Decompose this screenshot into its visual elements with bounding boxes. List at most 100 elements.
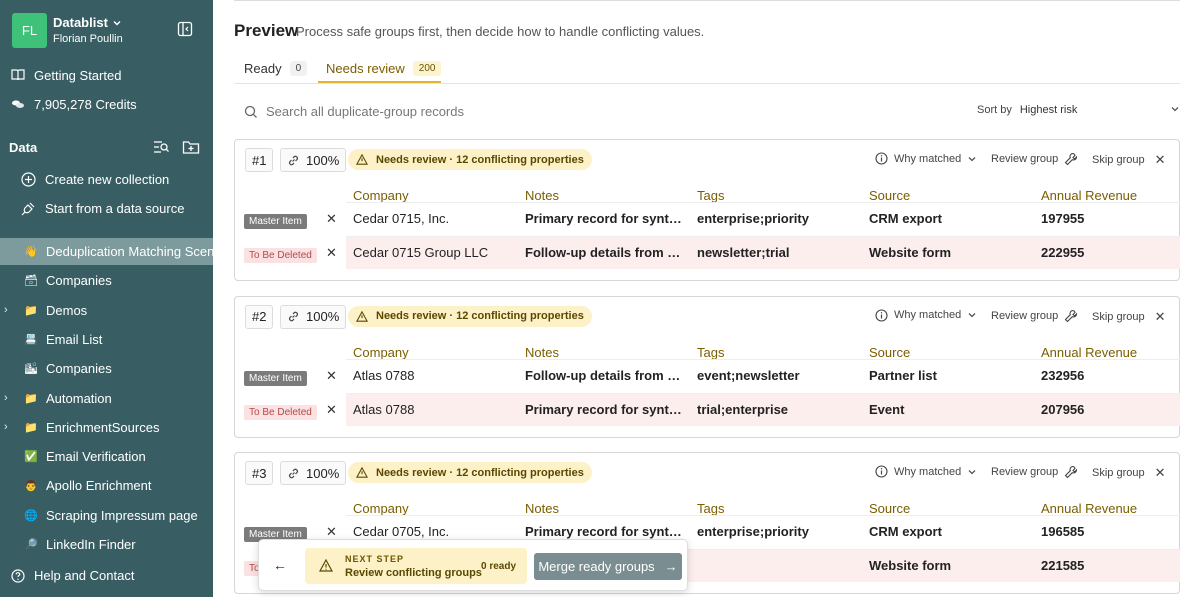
search-bar[interactable]: Search all duplicate-group records — [244, 104, 464, 119]
sidebar-item-label: Scraping Impressum page — [46, 507, 198, 523]
main-area: Preview Process safe groups first, then … — [234, 0, 1180, 597]
sidebar-item[interactable]: 👨 Apollo Enrichment — [0, 472, 213, 499]
sidebar-item[interactable]: ✅ Email Verification — [0, 443, 213, 470]
table-row[interactable]: Atlas 0788 Primary record for synthetic d… — [346, 392, 1180, 426]
help-contact-link[interactable]: Help and Contact — [11, 568, 134, 583]
expand-arrow-icon[interactable]: › — [4, 421, 8, 434]
master-item-badge: Master Item — [244, 527, 307, 542]
remove-item-icon[interactable]: ✕ — [326, 367, 337, 383]
page-subtitle: Process safe groups first, then decide h… — [296, 24, 705, 39]
sidebar-item[interactable]: 👋 Deduplication Matching Scenar — [0, 238, 213, 265]
sort-control[interactable]: Sort by Highest risk — [977, 104, 1180, 116]
sidebar-item[interactable]: 📇 Email List — [0, 326, 213, 353]
plus-circle-icon — [21, 171, 36, 187]
column-header: Tags — [697, 344, 725, 360]
needs-review-badge: Needs review · 12 conflicting properties — [348, 305, 592, 327]
why-matched-button[interactable]: Why matched — [875, 465, 977, 478]
table-row[interactable]: Cedar 0715, Inc. Primary record for synth… — [346, 202, 1180, 235]
table-cell: Cedar 0705, Inc. — [353, 524, 450, 539]
why-matched-button[interactable]: Why matched — [875, 308, 977, 322]
new-folder-icon[interactable] — [182, 138, 200, 156]
merge-ready-groups-button[interactable]: Merge ready groups → — [534, 553, 682, 580]
chevron-down-icon — [1171, 107, 1179, 112]
sidebar-item-label: Apollo Enrichment — [46, 478, 152, 494]
info-icon — [875, 308, 888, 322]
sidebar-item-label: Deduplication Matching Scenar — [46, 244, 213, 259]
tab-ready-count: 0 — [289, 61, 308, 76]
next-step-bar: ← NEXT STEP Review conflicting groups 0 … — [258, 539, 688, 591]
table-cell: CRM export — [869, 524, 942, 539]
arrow-right-icon: → — [664, 559, 678, 574]
credits-link[interactable]: 7,905,278 Credits — [11, 94, 137, 114]
remove-item-icon[interactable]: ✕ — [326, 211, 337, 226]
getting-started-label: Getting Started — [34, 67, 122, 83]
collection-icon: 👋 — [24, 246, 38, 258]
column-header: Source — [869, 188, 911, 203]
start-from-source-button[interactable]: Start from a data source — [21, 198, 184, 218]
skip-group-button[interactable]: Skip group ✕ — [1092, 152, 1166, 167]
sidebar-item[interactable]: › 📁 Demos — [0, 297, 213, 324]
page-title: Preview — [234, 21, 299, 40]
sidebar-item[interactable]: 🏙 Companies — [0, 355, 213, 382]
table-cell: Follow-up details from a secondary impor… — [525, 245, 685, 260]
group-id: #1 — [245, 148, 274, 172]
column-header: Tags — [697, 188, 725, 203]
sort-value: Highest risk — [1019, 104, 1078, 116]
review-group-button[interactable]: Review group — [991, 465, 1078, 479]
match-score: 100% — [280, 461, 347, 485]
review-group-button[interactable]: Review group — [991, 152, 1078, 166]
sidebar-item-label: Demos — [46, 302, 88, 318]
sidebar-item[interactable]: › 📁 EnrichmentSources — [0, 414, 213, 441]
sidebar-item[interactable]: › 📁 Automation — [0, 385, 213, 412]
chevron-down-icon — [968, 156, 976, 161]
collection-icon: 📁 — [24, 421, 38, 434]
link-icon — [289, 311, 298, 322]
search-icon — [244, 105, 257, 118]
review-group-button[interactable]: Review group — [991, 309, 1078, 323]
sidebar-item[interactable]: 🔎 LinkedIn Finder — [0, 531, 213, 558]
expand-arrow-icon[interactable]: › — [4, 392, 8, 404]
expand-arrow-icon[interactable]: › — [4, 304, 8, 317]
warning-icon — [356, 310, 368, 322]
sidebar-item[interactable]: 🌐 Scraping Impressum page — [0, 502, 213, 529]
back-arrow-icon[interactable]: ← — [273, 557, 287, 573]
table-cell: 197955 — [1041, 211, 1085, 226]
remove-item-icon[interactable]: ✕ — [326, 524, 337, 539]
chevron-down-icon — [968, 469, 976, 474]
column-header: Annual Revenue — [1041, 501, 1138, 516]
sidebar-item-label: Email List — [46, 331, 103, 347]
table-row[interactable]: Cedar 0715 Group LLC Follow-up details fr… — [346, 236, 1180, 269]
search-collections-icon[interactable] — [152, 138, 170, 156]
table-row[interactable]: Cedar 0705, Inc. Primary record for synth… — [346, 515, 1180, 548]
tab-ready-label: Ready — [244, 61, 282, 76]
tab-needs-review[interactable]: Needs review 200 — [326, 61, 442, 76]
table-cell: Primary record for synthetic dedup group — [525, 524, 685, 539]
table-row[interactable]: Atlas 0788 Follow-up details from a secon… — [346, 358, 1180, 392]
merge-label: Merge ready groups — [538, 559, 655, 574]
create-collection-button[interactable]: Create new collection — [21, 169, 169, 189]
table-cell: 232956 — [1041, 367, 1085, 383]
why-matched-button[interactable]: Why matched — [875, 152, 977, 165]
tab-ready[interactable]: Ready 0 — [244, 61, 308, 76]
column-header: Notes — [525, 344, 559, 360]
collection-icon: 📁 — [24, 304, 38, 317]
close-icon: ✕ — [1154, 465, 1166, 480]
skip-group-button[interactable]: Skip group ✕ — [1092, 465, 1166, 480]
sort-label: Sort by — [977, 104, 1012, 116]
table-cell: Cedar 0715 Group LLC — [353, 245, 489, 260]
sidebar-item-label: LinkedIn Finder — [46, 537, 136, 552]
getting-started-link[interactable]: Getting Started — [11, 65, 121, 85]
table-cell: CRM export — [869, 211, 942, 226]
table-cell: enterprise;priority — [697, 524, 809, 539]
collapse-sidebar-icon[interactable] — [177, 21, 193, 37]
duplicate-group-card: #1 100% Needs review · 12 conflicting pr… — [234, 139, 1180, 281]
workspace-switcher[interactable]: FL Datablist Florian Poullin — [12, 13, 123, 48]
remove-item-icon[interactable]: ✕ — [326, 401, 337, 417]
sidebar-item[interactable]: 🗃 Companies — [0, 267, 213, 294]
warning-icon — [356, 467, 368, 478]
remove-item-icon[interactable]: ✕ — [326, 245, 337, 260]
search-input[interactable]: Search all duplicate-group records — [266, 104, 464, 119]
sidebar-item-label: Email Verification — [46, 449, 146, 465]
skip-group-button[interactable]: Skip group ✕ — [1092, 308, 1166, 324]
needs-review-badge: Needs review · 12 conflicting properties — [348, 149, 592, 170]
